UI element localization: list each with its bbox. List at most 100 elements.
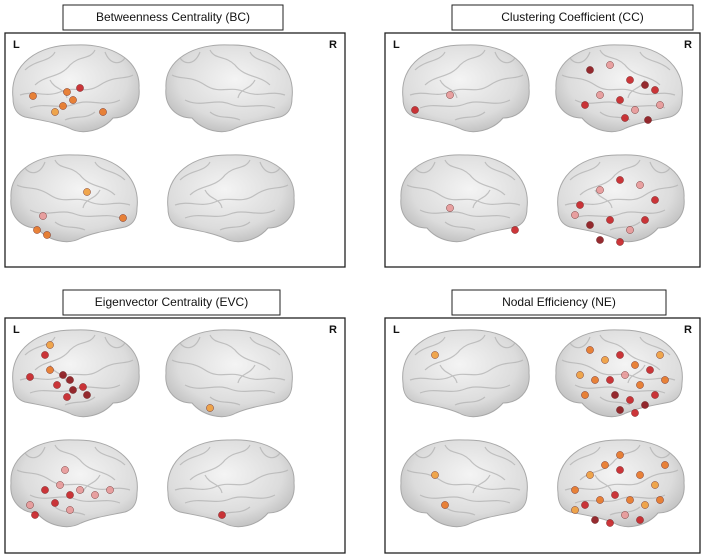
node	[616, 176, 624, 184]
node	[636, 471, 644, 479]
node	[63, 393, 71, 401]
brain-view	[402, 44, 530, 133]
node	[631, 106, 639, 114]
node	[39, 212, 47, 220]
node	[59, 371, 67, 379]
hemisphere-label: L	[393, 39, 400, 51]
node	[616, 466, 624, 474]
node	[431, 471, 439, 479]
node	[511, 226, 519, 234]
node	[641, 501, 649, 509]
brain	[165, 44, 293, 133]
node	[33, 226, 41, 234]
brain	[12, 44, 140, 133]
panel-frame	[4, 32, 346, 268]
node	[606, 61, 614, 69]
node	[626, 76, 634, 84]
node	[636, 181, 644, 189]
title-box	[62, 289, 281, 316]
node	[41, 351, 49, 359]
node	[83, 188, 91, 196]
node	[99, 108, 107, 116]
brain-view	[10, 154, 138, 243]
node	[601, 461, 609, 469]
node	[651, 86, 659, 94]
brain	[555, 44, 683, 133]
brain-view	[12, 44, 140, 133]
panel-title: Eigenvector Centrality (EVC)	[95, 295, 248, 309]
node	[596, 91, 604, 99]
node	[621, 114, 629, 122]
node	[571, 506, 579, 514]
node	[626, 496, 634, 504]
brain-view	[555, 329, 683, 418]
node	[641, 216, 649, 224]
brain-view	[557, 154, 685, 246]
panel-frame	[384, 32, 701, 268]
node	[61, 466, 69, 474]
node	[441, 501, 449, 509]
brain	[167, 439, 295, 528]
node	[576, 371, 584, 379]
brain-view	[12, 329, 140, 418]
brain-view	[400, 439, 528, 528]
panel: Eigenvector Centrality (EVC) L R	[4, 289, 346, 554]
node	[66, 506, 74, 514]
brain	[400, 154, 528, 243]
node	[611, 491, 619, 499]
panel: Clustering Coefficient (CC) L R	[384, 4, 701, 268]
node	[616, 238, 624, 246]
brain	[12, 329, 140, 418]
node	[656, 496, 664, 504]
node	[43, 231, 51, 239]
node	[411, 106, 419, 114]
panel: Nodal Efficiency (NE) L R	[384, 289, 701, 554]
brain	[10, 439, 138, 528]
node	[621, 371, 629, 379]
node	[621, 511, 629, 519]
node	[63, 88, 71, 96]
node	[606, 216, 614, 224]
brain-view	[10, 439, 138, 528]
node	[571, 486, 579, 494]
node	[661, 376, 669, 384]
node	[51, 499, 59, 507]
hemisphere-label: R	[329, 324, 337, 336]
brain	[555, 329, 683, 418]
panel-frame	[384, 317, 701, 554]
node	[576, 201, 584, 209]
node	[656, 351, 664, 359]
hemisphere-label: L	[13, 39, 20, 51]
node	[46, 366, 54, 374]
node	[661, 461, 669, 469]
brain-view	[557, 439, 685, 528]
node	[59, 102, 67, 110]
node	[616, 406, 624, 414]
node	[626, 226, 634, 234]
node	[69, 386, 77, 394]
node	[46, 341, 54, 349]
node	[591, 516, 599, 524]
node	[651, 196, 659, 204]
node	[596, 186, 604, 194]
node	[53, 381, 61, 389]
panel-title: Clustering Coefficient (CC)	[501, 10, 644, 24]
brain	[402, 329, 530, 418]
node	[606, 519, 614, 527]
node	[571, 211, 579, 219]
node	[636, 516, 644, 524]
node	[26, 501, 34, 509]
node	[581, 501, 589, 509]
brain	[165, 329, 293, 418]
node	[69, 96, 77, 104]
panel-frame	[4, 317, 346, 554]
node	[606, 376, 614, 384]
node	[646, 366, 654, 374]
node	[596, 496, 604, 504]
brain	[400, 439, 528, 528]
node	[626, 396, 634, 404]
title-box	[451, 289, 667, 316]
node	[56, 481, 64, 489]
node	[51, 108, 59, 116]
